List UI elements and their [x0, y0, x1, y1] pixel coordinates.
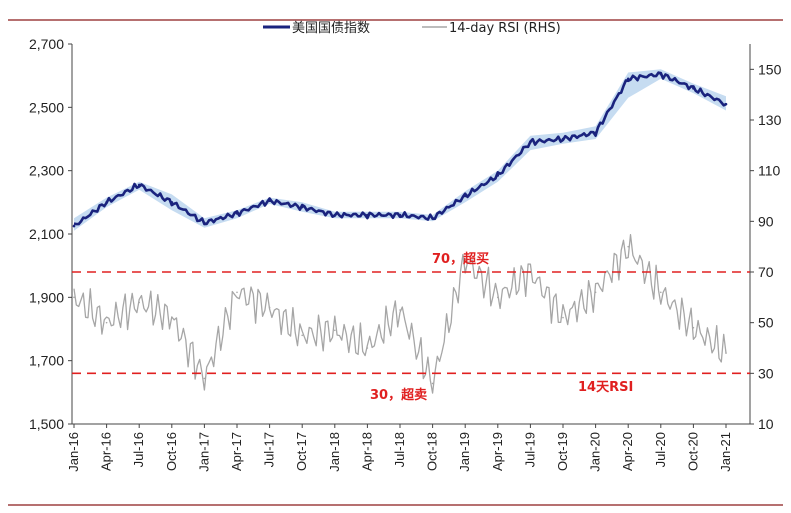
y-left-tick-label: 1,900 — [29, 289, 64, 305]
x-tick-label: Jan-21 — [718, 432, 733, 472]
rsi-point — [203, 377, 206, 380]
reference-lines — [72, 271, 750, 375]
y-left-tick-label: 2,100 — [29, 226, 64, 242]
rsi-layer — [73, 234, 727, 394]
x-tick-label: Oct-16 — [164, 432, 179, 471]
volatility-band — [74, 69, 726, 231]
rsi-point — [627, 245, 629, 248]
rsi-point — [464, 258, 467, 261]
legend: 美国国债指数 14-day RSI (RHS) — [263, 21, 561, 36]
index-point — [300, 205, 304, 209]
y-left-tick-label: 2,500 — [29, 99, 64, 115]
x-tick-label: Apr-18 — [359, 432, 374, 471]
y-right-tick-label: 30 — [758, 365, 774, 381]
y-right-tick-label: 150 — [758, 61, 782, 77]
index-point — [137, 183, 141, 187]
index-point — [626, 77, 630, 81]
index-point — [659, 72, 663, 76]
rsi-point — [105, 321, 108, 324]
x-tick-label: Oct-18 — [425, 432, 440, 471]
y-left-tick-label: 1,500 — [29, 416, 64, 432]
index-point — [692, 87, 695, 90]
axes: 1,500 1,700 1,900 2,100 2,300 2,500 2,700 10 30 5… — [29, 36, 782, 472]
index-point — [235, 212, 239, 215]
y-left-tick-label: 2,300 — [29, 163, 64, 179]
index-point — [398, 213, 402, 217]
x-tick-label: Oct-19 — [555, 432, 570, 471]
index-point — [203, 221, 206, 225]
y-right-tick-label: 50 — [758, 315, 774, 331]
x-tick-label: Oct-17 — [294, 432, 309, 471]
index-point — [268, 199, 271, 203]
rsi-point — [562, 316, 564, 319]
x-tick-label: Jan-16 — [66, 432, 81, 472]
y-right-tick-label: 110 — [758, 163, 781, 179]
x-tick-label: Jan-19 — [457, 432, 472, 472]
index-point — [72, 224, 76, 228]
x-tick-label: Jul-16 — [131, 432, 146, 467]
rsi-point — [138, 301, 140, 304]
rsi-point — [73, 296, 75, 299]
y-right-tick-label: 70 — [758, 264, 774, 280]
y-left-tick-label: 1,700 — [29, 353, 64, 369]
index-point — [496, 174, 500, 177]
overbought-label: 70，超买 — [432, 251, 489, 267]
rsi-point — [725, 352, 727, 354]
rsi-point — [497, 296, 499, 299]
index-layer — [72, 71, 728, 228]
rsi-annotation: 14天RSI — [578, 380, 633, 395]
rsi-point — [236, 291, 238, 294]
rsi-point — [431, 382, 434, 385]
legend-label-rsi: 14-day RSI (RHS) — [449, 21, 561, 36]
x-tick-label: Apr-19 — [490, 432, 505, 471]
x-tick-label: Oct-20 — [685, 432, 700, 471]
x-tick-label: Jul-20 — [653, 432, 668, 467]
series-line-rsi — [73, 234, 727, 394]
x-tick-label: Apr-17 — [229, 432, 244, 471]
index-point — [170, 201, 174, 204]
oversold-label: 30，超卖 — [370, 387, 427, 403]
x-tick-label: Apr-16 — [99, 432, 114, 471]
index-point — [431, 216, 434, 220]
rsi-point — [594, 291, 597, 294]
y-right-tick-label: 130 — [758, 112, 782, 128]
rsi-point — [301, 334, 304, 337]
y-right-tick-label: 10 — [758, 416, 774, 432]
x-tick-label: Apr-20 — [620, 432, 635, 471]
index-point — [366, 213, 369, 217]
x-tick-label: Jul-18 — [392, 432, 407, 467]
legend-label-index: 美国国债指数 — [292, 21, 370, 36]
index-point — [724, 102, 728, 106]
series-line-index — [73, 71, 727, 226]
x-tick-label: Jan-18 — [327, 432, 342, 472]
y-left-tick-label: 2,700 — [29, 36, 64, 52]
index-point — [463, 194, 467, 198]
index-point — [333, 213, 337, 217]
x-tick-label: Jan-17 — [196, 432, 211, 472]
index-point — [594, 131, 597, 134]
rsi-point — [692, 326, 695, 329]
x-tick-label: Jan-20 — [588, 432, 603, 472]
rsi-point — [268, 306, 271, 309]
band-layer — [74, 69, 726, 231]
x-tick-label: Jul-17 — [262, 432, 277, 467]
x-tick-label: Jul-19 — [522, 432, 537, 467]
index-point — [529, 140, 532, 144]
rsi-point — [334, 329, 336, 332]
index-point — [105, 201, 108, 204]
rsi-point — [171, 316, 173, 319]
rsi-point — [399, 309, 401, 311]
rsi-point — [366, 347, 369, 349]
index-point — [561, 137, 565, 141]
y-right-tick-label: 90 — [758, 213, 774, 229]
rsi-point — [660, 291, 662, 294]
